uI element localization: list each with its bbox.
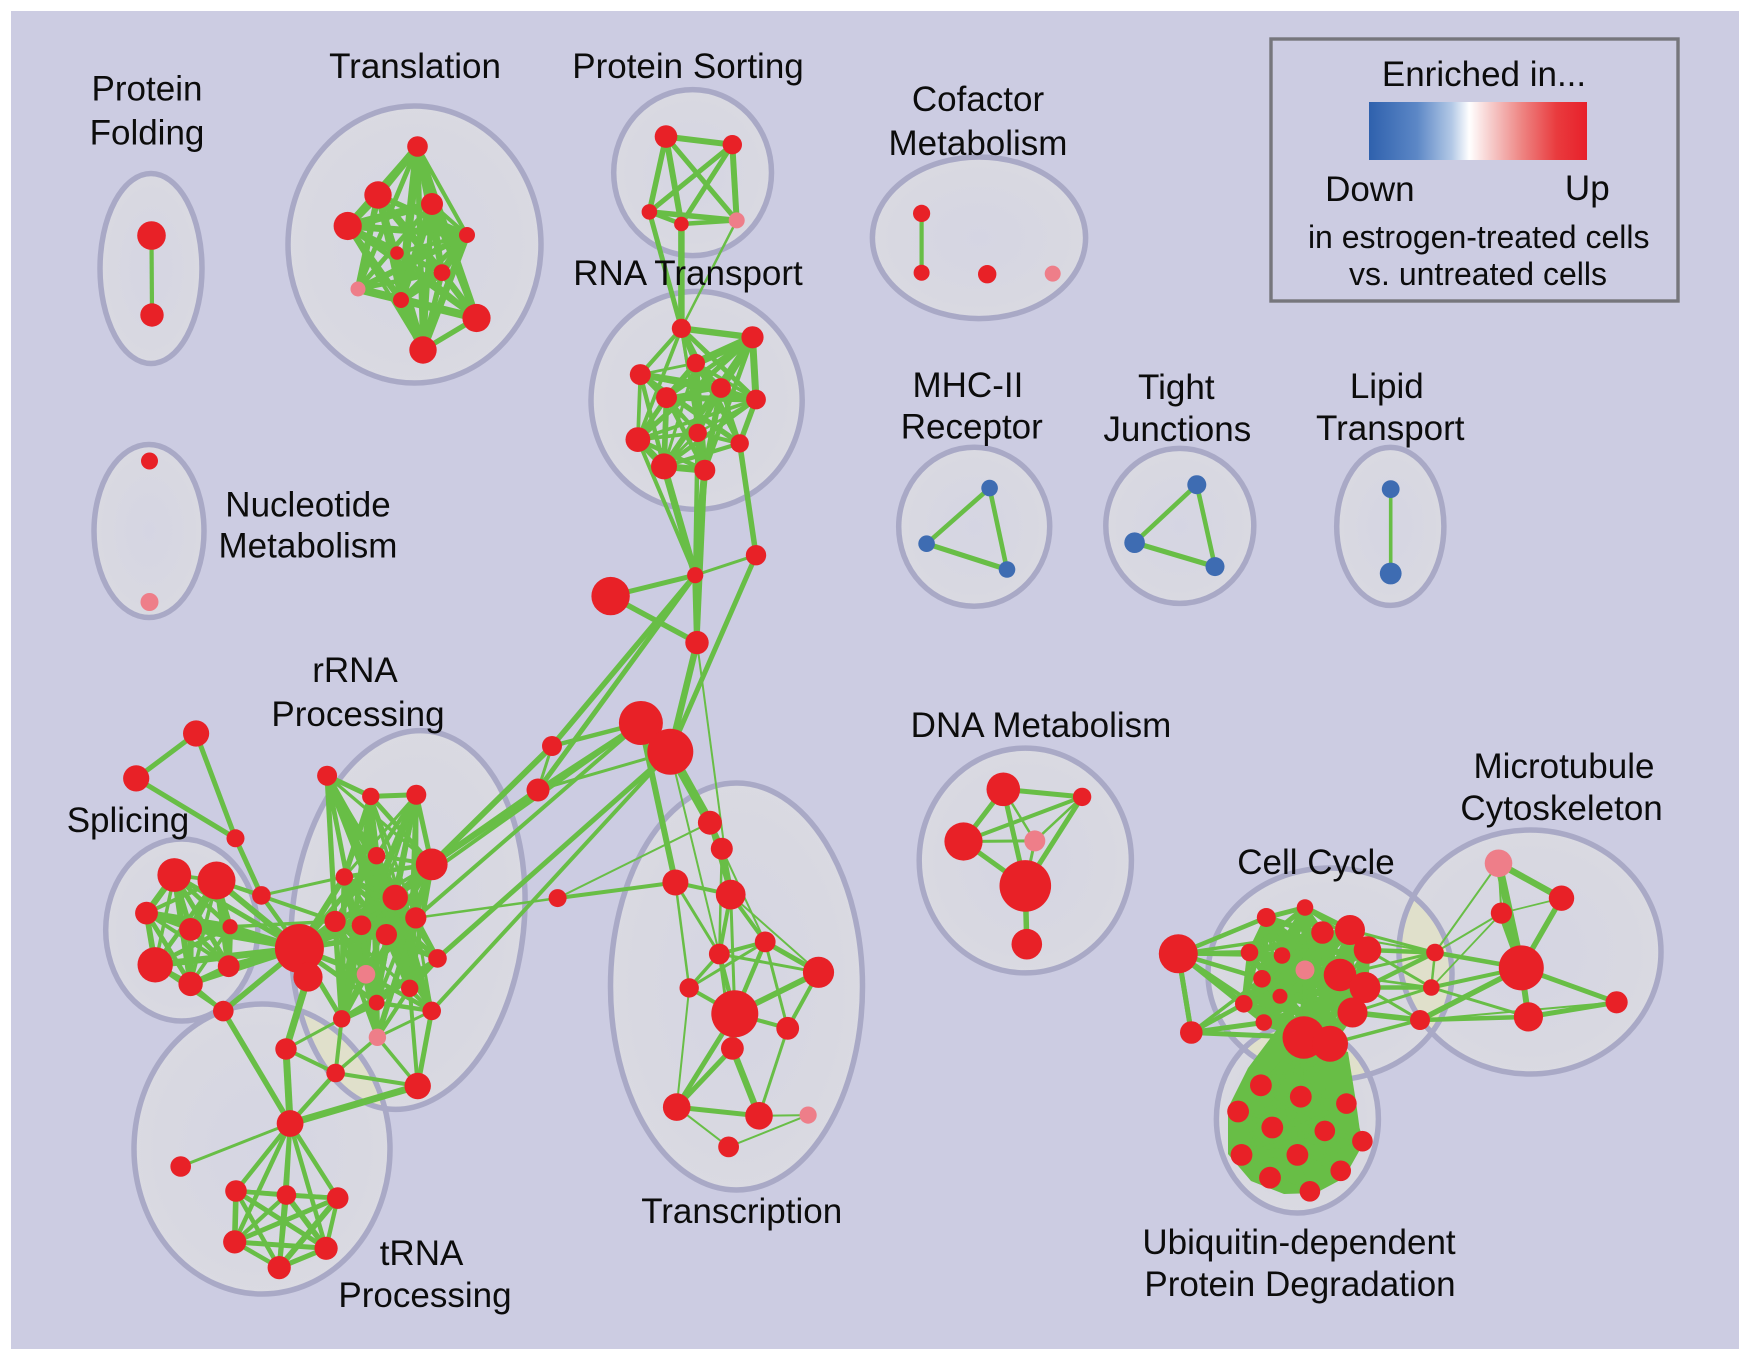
svg-text:MHC-II: MHC-II xyxy=(912,366,1023,405)
svg-text:RNA Transport: RNA Transport xyxy=(573,254,803,293)
svg-text:Receptor: Receptor xyxy=(901,408,1043,447)
svg-text:Cell Cycle: Cell Cycle xyxy=(1237,843,1395,882)
svg-text:Microtubule: Microtubule xyxy=(1474,747,1655,786)
svg-text:Junctions: Junctions xyxy=(1103,410,1251,449)
svg-text:Lipid: Lipid xyxy=(1350,367,1424,406)
svg-text:vs. untreated cells: vs. untreated cells xyxy=(1349,256,1607,292)
svg-text:Metabolism: Metabolism xyxy=(889,124,1068,163)
svg-text:Enriched in...: Enriched in... xyxy=(1382,55,1586,94)
svg-text:Splicing: Splicing xyxy=(67,801,190,840)
svg-text:in estrogen-treated cells: in estrogen-treated cells xyxy=(1308,219,1650,255)
svg-text:Tight: Tight xyxy=(1138,368,1215,407)
svg-text:Protein: Protein xyxy=(92,70,203,109)
svg-text:Protein Degradation: Protein Degradation xyxy=(1144,1265,1455,1304)
svg-text:Translation: Translation xyxy=(329,47,501,86)
svg-text:Transcription: Transcription xyxy=(641,1192,842,1231)
svg-text:Folding: Folding xyxy=(90,114,205,153)
svg-text:Transport: Transport xyxy=(1316,409,1465,448)
svg-text:Down: Down xyxy=(1325,170,1414,209)
svg-text:Protein Sorting: Protein Sorting xyxy=(572,47,804,86)
svg-text:Up: Up xyxy=(1565,169,1610,208)
svg-text:rRNA: rRNA xyxy=(312,651,398,690)
svg-text:Ubiquitin-dependent: Ubiquitin-dependent xyxy=(1142,1223,1456,1262)
svg-text:Processing: Processing xyxy=(271,695,444,734)
svg-text:Cytoskeleton: Cytoskeleton xyxy=(1460,789,1662,828)
svg-text:Processing: Processing xyxy=(338,1276,511,1315)
svg-text:Metabolism: Metabolism xyxy=(219,527,398,566)
svg-text:Cofactor: Cofactor xyxy=(912,80,1045,119)
svg-text:Nucleotide: Nucleotide xyxy=(225,486,390,525)
svg-text:tRNA: tRNA xyxy=(380,1234,464,1273)
svg-text:DNA Metabolism: DNA Metabolism xyxy=(911,706,1172,745)
